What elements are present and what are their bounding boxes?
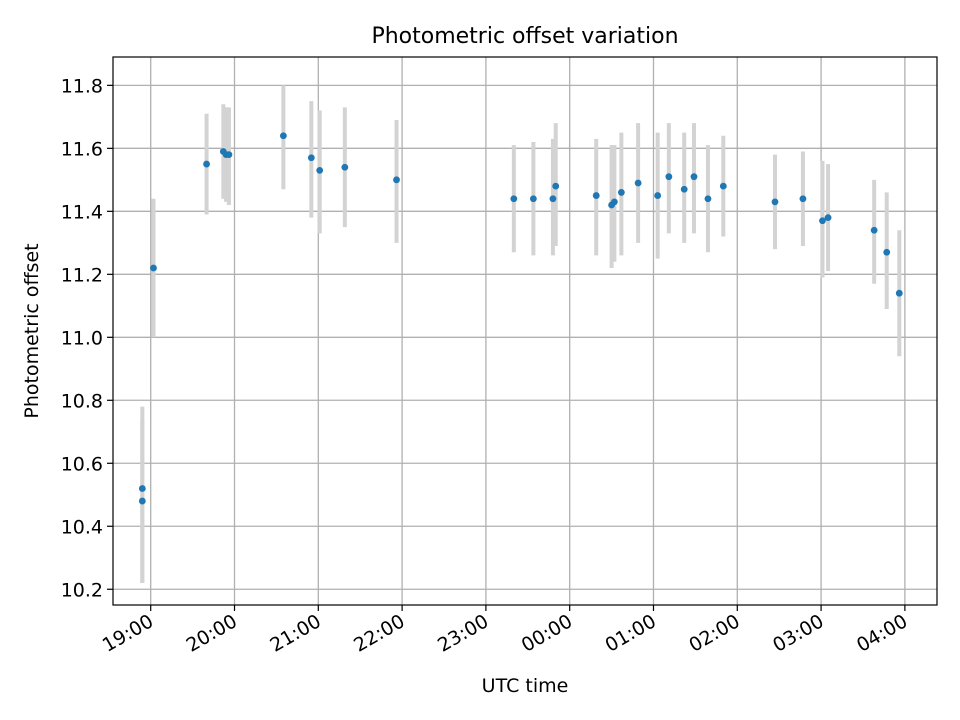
data-point [592, 192, 600, 199]
y-tick-label: 10.2 [61, 579, 103, 601]
y-tick-label: 11.0 [61, 327, 103, 349]
data-point [393, 176, 400, 184]
y-axis: 10.2 10.4 10.6 10.8 11.0 11.2 11.4 11.6 11.8 [61, 75, 113, 601]
data-point [704, 195, 712, 203]
data-point [819, 217, 826, 225]
data-point [771, 198, 779, 206]
chart-title: Photometric offset variation [371, 24, 678, 49]
grid [113, 57, 937, 605]
data-point [549, 195, 557, 203]
y-tick-label: 10.6 [61, 453, 103, 475]
y-axis-label: Photometric offset [21, 243, 43, 418]
x-axis-label: UTC time [482, 675, 569, 697]
data-point [316, 166, 324, 174]
data-point [138, 497, 146, 505]
data-point [150, 264, 157, 272]
data-point [138, 485, 146, 492]
data-point [665, 173, 673, 181]
data-point [895, 289, 903, 297]
data-point [510, 195, 518, 203]
data-point [799, 195, 807, 203]
data-point [307, 154, 315, 162]
y-tick-label: 10.8 [61, 390, 103, 412]
data-point [203, 160, 210, 168]
data-point [634, 179, 642, 187]
y-tick-label: 11.4 [61, 201, 103, 223]
y-tick-label: 11.8 [61, 75, 103, 97]
y-tick-label: 10.4 [61, 516, 103, 538]
data-point [617, 189, 625, 196]
data-point [870, 226, 878, 234]
data-point [680, 185, 688, 193]
data-point [529, 195, 537, 203]
data-point [690, 173, 698, 181]
data-point [654, 192, 662, 199]
plot-frame [112, 56, 938, 606]
data-points [138, 132, 903, 505]
data-point [341, 163, 349, 171]
y-tick-label: 11.6 [61, 138, 103, 160]
data-point [719, 182, 727, 190]
data-point [225, 151, 233, 159]
data-point [552, 182, 560, 190]
data-point [610, 198, 618, 206]
data-point [883, 248, 891, 256]
data-point [279, 132, 287, 140]
y-tick-label: 11.2 [61, 264, 103, 286]
data-point [824, 214, 832, 222]
